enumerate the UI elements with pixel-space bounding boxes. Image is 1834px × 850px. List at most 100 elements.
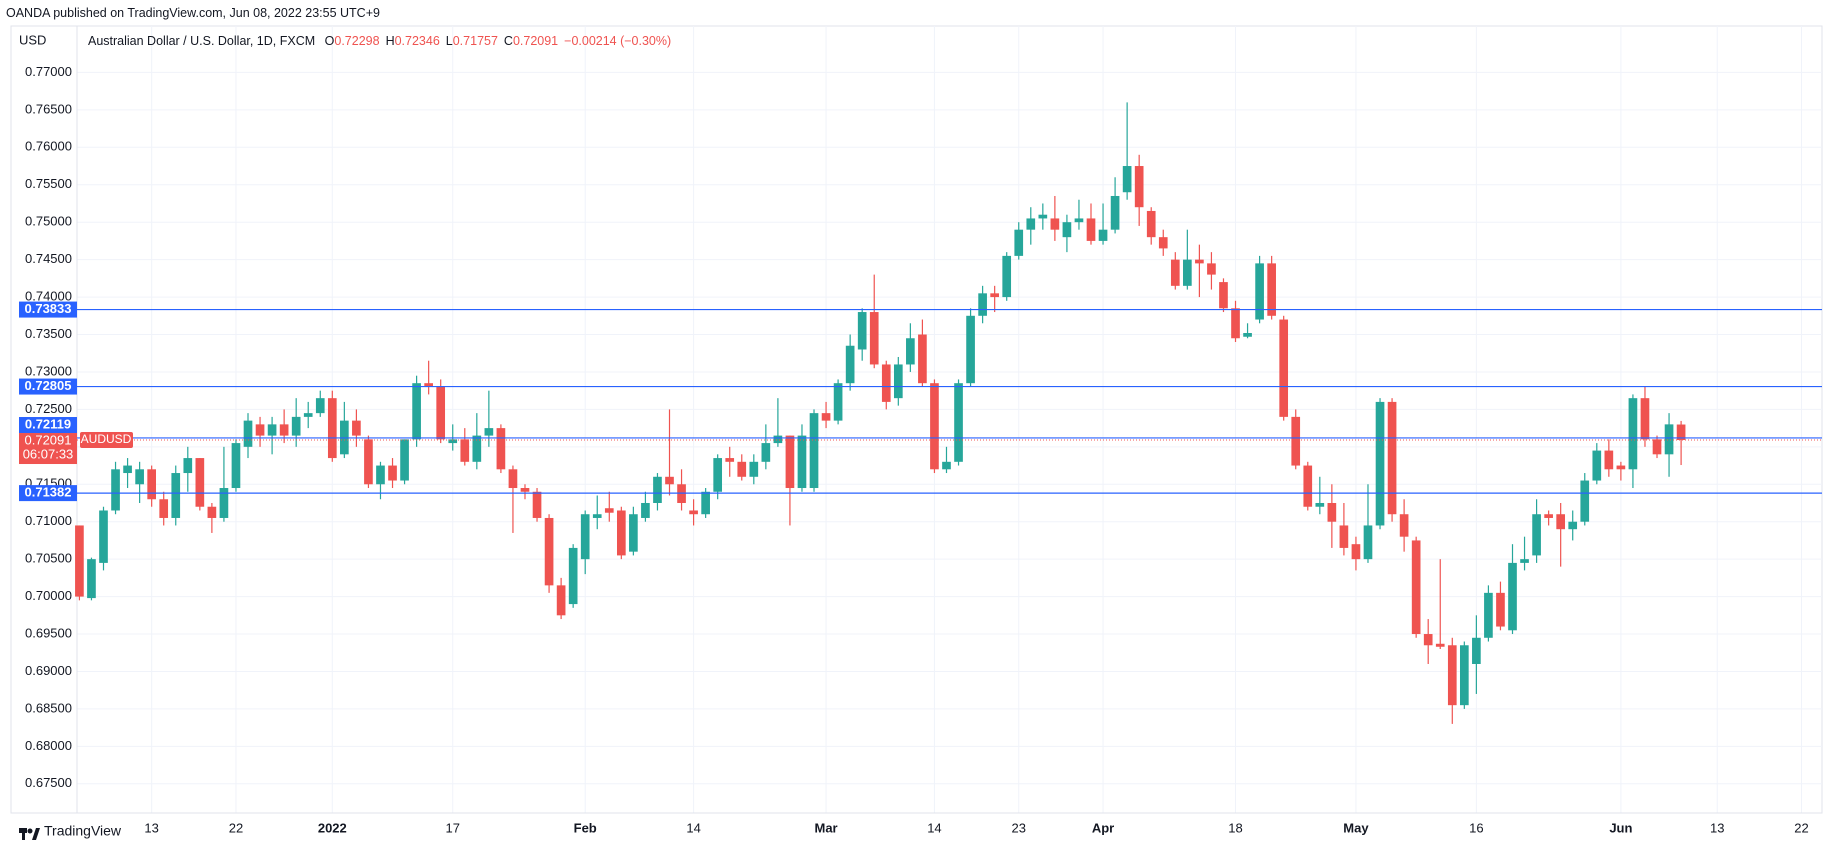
x-tick-label: 17 xyxy=(446,820,460,835)
y-tick-label: 0.69500 xyxy=(25,625,72,640)
ohlc-value: 0.71757 xyxy=(452,34,498,48)
candle-body xyxy=(906,338,915,365)
candle-body xyxy=(881,364,891,402)
candle-body xyxy=(653,476,662,503)
logo xyxy=(19,828,40,840)
candle-body xyxy=(580,514,590,560)
candle-body xyxy=(231,443,241,489)
candle-body xyxy=(954,383,963,462)
candle-body xyxy=(1195,259,1204,264)
candle-body xyxy=(845,345,855,384)
candle-body xyxy=(966,315,975,384)
candle-body xyxy=(243,420,253,447)
x-tick-label: 18 xyxy=(1228,820,1242,835)
candle-body xyxy=(761,443,771,462)
publisher: OANDA published on TradingView.com, Jun … xyxy=(6,6,380,20)
candle-body xyxy=(942,461,951,470)
y-tick-label: 0.71000 xyxy=(25,513,72,528)
candle-body xyxy=(990,293,999,298)
candle-body xyxy=(665,476,674,485)
candle-body xyxy=(1026,218,1036,230)
x-tick-label: 22 xyxy=(229,820,243,835)
x-tick-label: Mar xyxy=(814,820,837,835)
candle-body xyxy=(797,435,807,489)
candle-body xyxy=(616,510,626,556)
level-tag xyxy=(19,378,77,395)
candle-body xyxy=(436,386,446,440)
candle-body xyxy=(219,488,229,518)
candle-body xyxy=(400,439,409,481)
candle-body xyxy=(388,465,397,481)
candle-body xyxy=(1279,319,1289,417)
candle-body xyxy=(472,435,482,462)
symbol-tag xyxy=(80,432,133,449)
candle-body xyxy=(123,465,132,474)
candle-body xyxy=(1122,166,1132,193)
candle-body xyxy=(1327,502,1337,522)
level-tag-label: 0.73833 xyxy=(25,301,72,316)
candle-body xyxy=(171,473,181,518)
candle-body xyxy=(111,469,120,511)
candle-body xyxy=(412,383,421,440)
candle-body xyxy=(1640,398,1650,440)
candle-body xyxy=(1664,424,1674,455)
candle-body xyxy=(1183,259,1192,286)
candle-body xyxy=(1134,166,1144,208)
candle-body xyxy=(592,514,602,518)
x-tick-label: 13 xyxy=(1710,820,1724,835)
y-tick-label: 0.69000 xyxy=(25,663,72,678)
x-tick-label: Feb xyxy=(574,820,597,835)
x-tick-label: 22 xyxy=(1794,820,1808,835)
candle-body xyxy=(1399,514,1409,537)
candle-body xyxy=(1219,282,1228,309)
ohlc-label: O xyxy=(324,34,335,48)
candle-body xyxy=(255,424,265,436)
chart-frame xyxy=(10,25,1823,814)
candle-body xyxy=(785,435,795,489)
candle-body xyxy=(1604,450,1614,470)
candle-body xyxy=(1086,218,1096,241)
candle-body xyxy=(1484,592,1493,638)
candle-body xyxy=(1616,465,1626,470)
candle-body xyxy=(183,458,193,474)
brand: TradingView xyxy=(44,823,122,839)
candle-body xyxy=(327,398,337,459)
countdown: 06:07:33 xyxy=(23,446,74,461)
y-tick-label: 0.73000 xyxy=(25,363,72,378)
y-tick-label: 0.72500 xyxy=(25,401,72,416)
x-tick-label: May xyxy=(1343,820,1369,835)
candle-body xyxy=(1038,214,1048,219)
candle-body xyxy=(1110,195,1120,230)
candle-body xyxy=(1146,210,1156,238)
level-tag xyxy=(19,485,77,502)
candle-body xyxy=(352,420,361,436)
candle-body xyxy=(857,312,867,350)
candle-body xyxy=(1315,502,1325,507)
y-tick-label: 0.70500 xyxy=(25,551,72,566)
candle-body xyxy=(1423,634,1433,646)
symbol-title: Australian Dollar / U.S. Dollar, 1D, FXC… xyxy=(88,34,316,48)
y-tick-label: 0.75500 xyxy=(25,176,72,191)
candle-body xyxy=(641,502,650,518)
y-tick-label: 0.75000 xyxy=(25,214,72,229)
candle-body xyxy=(508,469,518,489)
candle-body xyxy=(1062,222,1072,238)
x-tick-label: 23 xyxy=(1012,820,1026,835)
candle-body xyxy=(532,491,542,518)
x-tick-label: 2022 xyxy=(318,820,347,835)
candle-body xyxy=(1435,643,1445,647)
candle-body xyxy=(821,413,831,421)
candle-body xyxy=(1339,525,1349,548)
candle-body xyxy=(1459,645,1469,706)
candle-body xyxy=(1002,255,1012,298)
candle-body xyxy=(279,424,289,436)
candle-body xyxy=(1170,259,1180,286)
candle-body xyxy=(1447,645,1457,706)
candle-body xyxy=(1580,480,1590,522)
candle-body xyxy=(87,559,96,599)
level-tag-label: 0.72119 xyxy=(25,416,71,431)
candle-body xyxy=(520,488,530,492)
candle-body xyxy=(1544,514,1553,518)
